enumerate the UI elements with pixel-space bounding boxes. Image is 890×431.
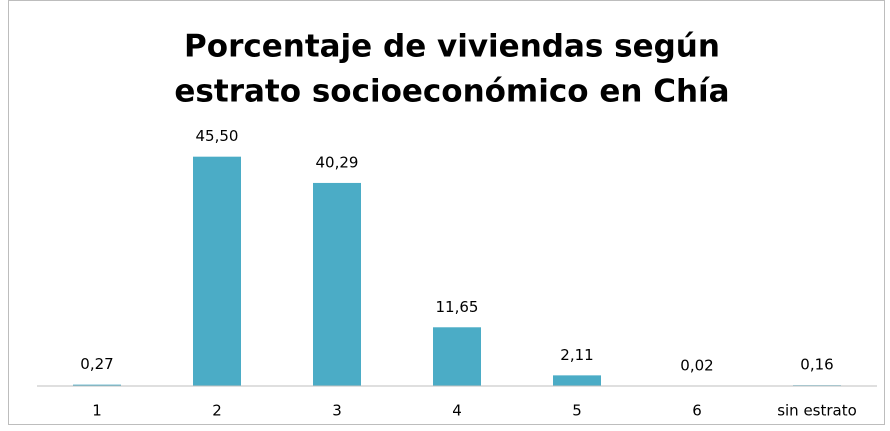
bar (73, 384, 121, 386)
data-label: 11,65 (436, 298, 479, 316)
chart-title: Porcentaje de viviendas según (184, 29, 720, 65)
bar (553, 375, 601, 386)
x-tick-label: sin estrato (777, 402, 857, 420)
x-tick-label: 2 (212, 402, 222, 420)
bar (193, 156, 241, 386)
bar (433, 327, 481, 386)
x-tick-label: 4 (452, 402, 462, 420)
data-label: 45,50 (196, 127, 239, 145)
x-tick-label: 5 (572, 402, 582, 420)
data-label: 40,29 (316, 153, 359, 171)
data-label: 0,16 (800, 356, 833, 374)
x-tick-label: 1 (92, 402, 102, 420)
x-tick-label: 3 (332, 402, 342, 420)
data-label: 0,02 (680, 356, 713, 374)
chart-title: estrato socioeconómico en Chía (174, 74, 729, 110)
data-label: 2,11 (560, 346, 593, 364)
bar (313, 182, 361, 386)
data-label: 0,27 (80, 355, 113, 373)
x-tick-label: 6 (692, 402, 702, 420)
